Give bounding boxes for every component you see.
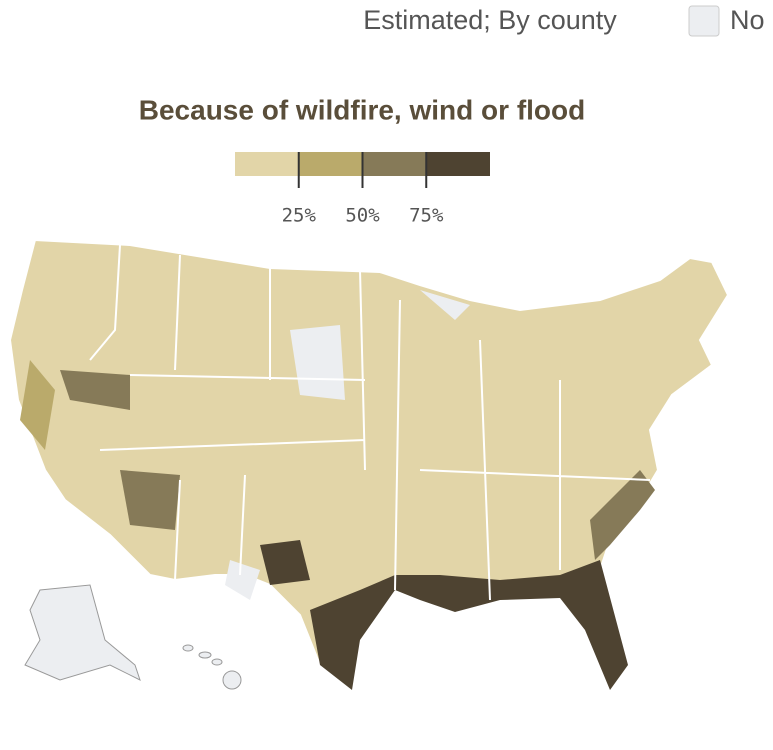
- no-data-swatch: [688, 5, 720, 37]
- us-map: [8, 238, 730, 693]
- gulf-coast-high: [310, 560, 628, 690]
- legend: 25% 50% 75%: [235, 152, 490, 227]
- california-mid: [20, 360, 55, 450]
- legend-tick-label: 75%: [409, 205, 444, 227]
- arizona-mid: [120, 470, 180, 530]
- no-data-areas: [225, 290, 470, 600]
- legend-tick-label: 25%: [282, 205, 317, 227]
- atlantic-coast-mid: [590, 470, 655, 560]
- hawaii: [182, 644, 242, 690]
- new-mexico-high: [260, 540, 310, 585]
- legend-title: Because of wildfire, wind or flood: [139, 94, 585, 125]
- no-data-label: No: [730, 5, 765, 35]
- legend-swatch: [426, 152, 490, 176]
- header-note: Estimated; By county: [363, 5, 617, 35]
- legend-swatch: [362, 152, 427, 176]
- alaska: [24, 584, 141, 681]
- legend-swatch: [298, 152, 363, 176]
- legend-swatch: [235, 152, 299, 176]
- legend-tick-label: 50%: [345, 205, 380, 227]
- nevada-mid: [60, 370, 130, 410]
- state-lines: [89, 244, 651, 601]
